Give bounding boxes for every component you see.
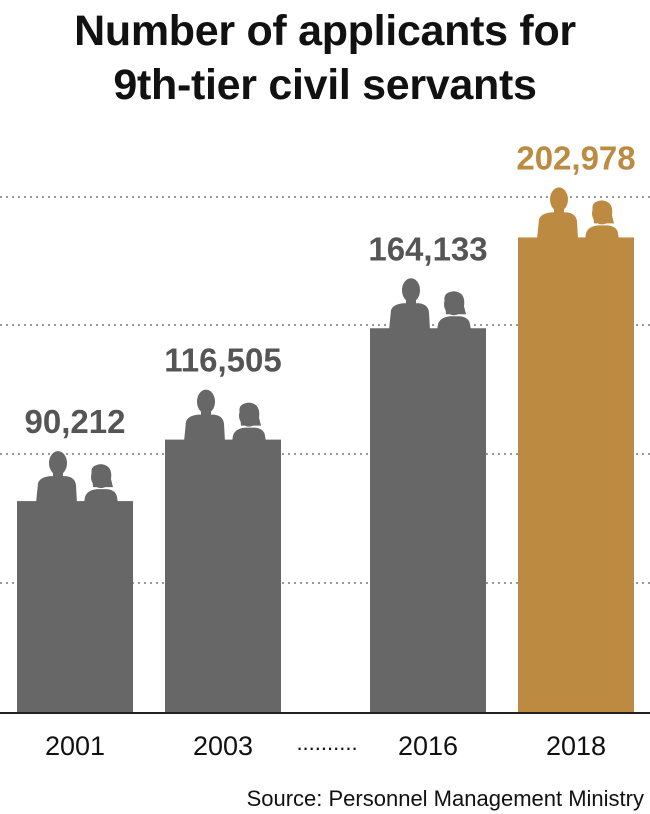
x-tick-label: 2001 xyxy=(45,731,105,761)
bar-2001 xyxy=(17,501,133,712)
chart-title: Number of applicants for 9th-tier civil … xyxy=(0,4,650,112)
data-label: 116,505 xyxy=(164,342,281,379)
data-label: 90,212 xyxy=(25,403,126,440)
person-icon xyxy=(584,200,620,246)
axis-break: .......... xyxy=(296,730,357,755)
bar-2016 xyxy=(370,328,486,712)
source-note: Source: Personnel Management Ministry xyxy=(246,786,644,811)
title-line-2: 9th-tier civil servants xyxy=(113,61,537,109)
person-icon xyxy=(436,291,472,337)
person-icon xyxy=(83,464,119,510)
bar-2003 xyxy=(165,439,281,712)
data-label: 202,978 xyxy=(516,139,635,176)
title-line-1: Number of applicants for xyxy=(74,7,576,55)
person-icon xyxy=(184,389,225,442)
person-icon xyxy=(537,187,578,240)
x-tick-label: 2016 xyxy=(398,731,458,761)
x-tick-label: 2018 xyxy=(546,731,606,761)
data-label: 164,133 xyxy=(368,230,487,267)
bar-2018 xyxy=(518,237,634,712)
person-icon xyxy=(36,451,77,504)
person-icon xyxy=(231,402,267,448)
person-icon xyxy=(389,278,430,331)
x-tick-label: 2003 xyxy=(193,731,253,761)
